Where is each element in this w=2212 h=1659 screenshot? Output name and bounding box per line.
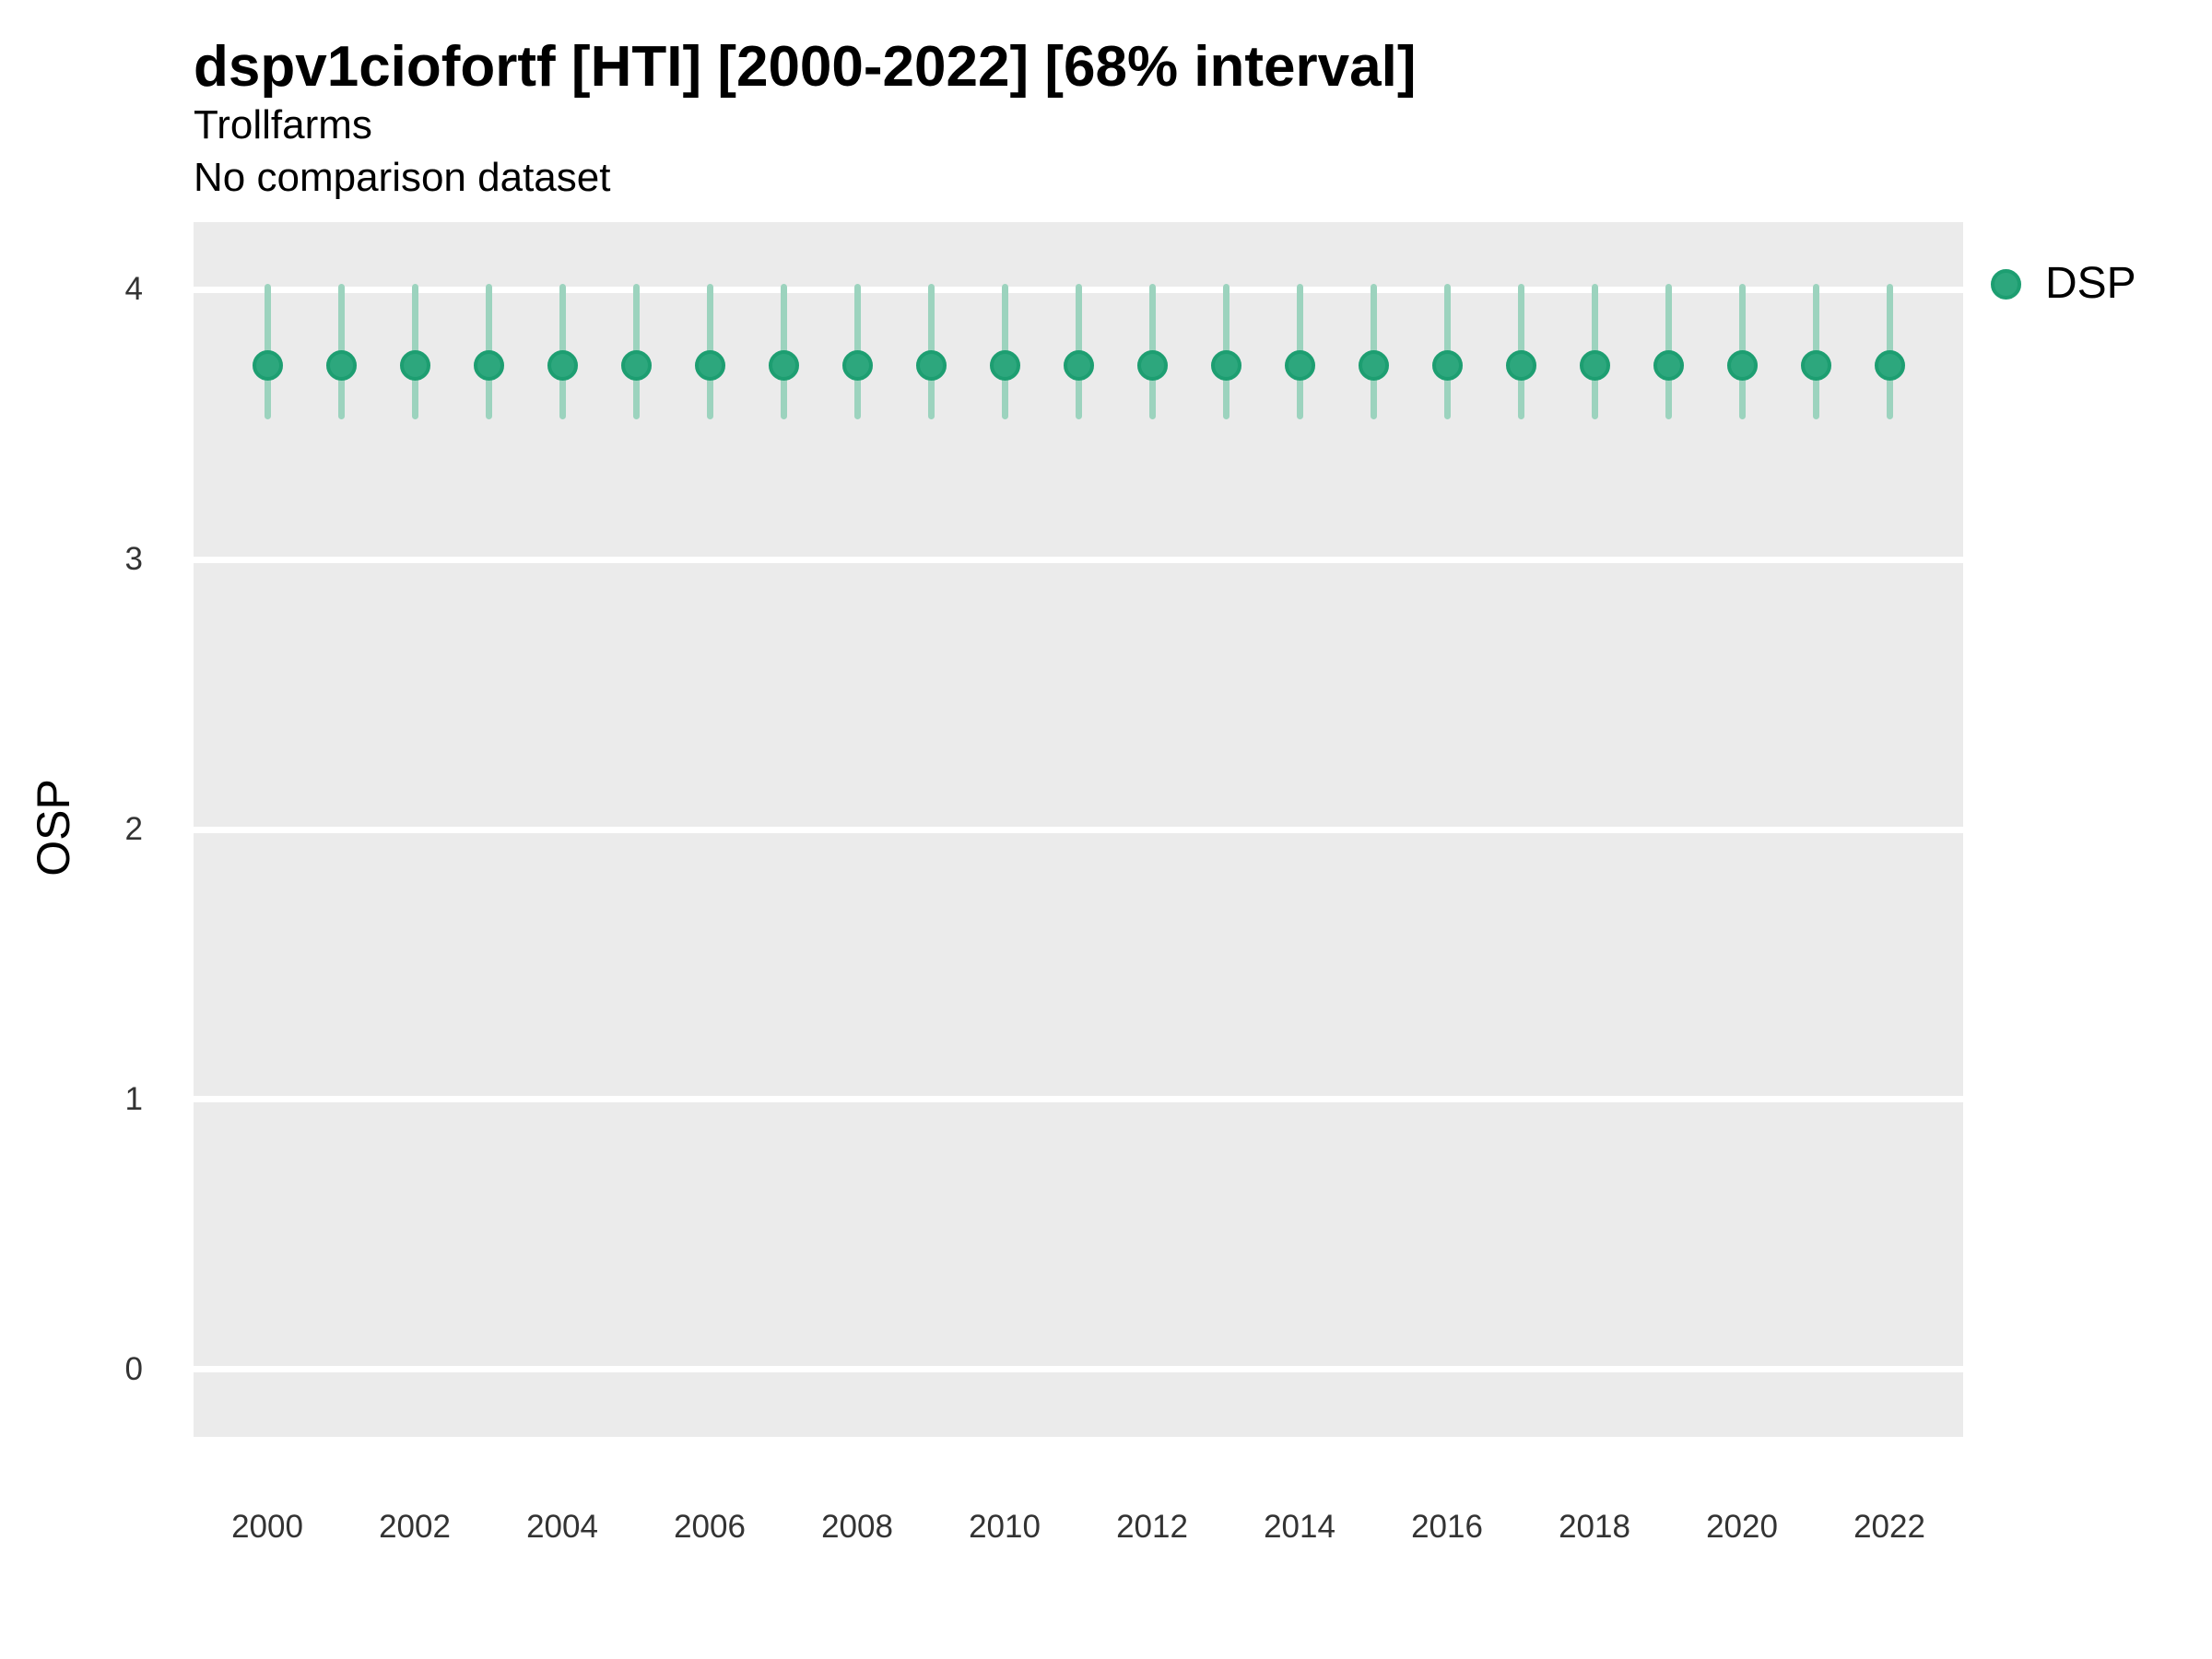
x-tick-label-2004: 2004 — [526, 1509, 598, 1545]
data-point-2020 — [1726, 349, 1758, 381]
data-point-2015 — [1358, 349, 1389, 381]
x-tick-label-2018: 2018 — [1559, 1509, 1630, 1545]
data-point-2017 — [1505, 349, 1536, 381]
data-point-2022 — [1874, 349, 1905, 381]
data-point-2002 — [399, 349, 430, 381]
chart-subtitle: Trollfarms — [194, 102, 372, 147]
gridline-y-0 — [194, 1366, 1963, 1373]
legend: DSP — [1991, 260, 2136, 308]
data-point-2000 — [252, 349, 283, 381]
data-point-2004 — [547, 349, 578, 381]
data-point-2006 — [694, 349, 725, 381]
data-point-2009 — [915, 349, 947, 381]
x-tick-label-2020: 2020 — [1706, 1509, 1778, 1545]
x-tick-label-2012: 2012 — [1116, 1509, 1188, 1545]
gridline-y-2 — [194, 826, 1963, 833]
comparison-note: No comparison dataset — [194, 155, 611, 200]
y-tick-label-1: 1 — [124, 1080, 143, 1117]
x-tick-label-2016: 2016 — [1411, 1509, 1483, 1545]
data-point-2003 — [473, 349, 504, 381]
legend-label: DSP — [2045, 259, 2136, 308]
x-tick-label-2008: 2008 — [821, 1509, 893, 1545]
y-tick-label-4: 4 — [124, 271, 143, 308]
data-point-2008 — [841, 349, 873, 381]
x-tick-label-2000: 2000 — [231, 1509, 303, 1545]
plot-panel — [194, 222, 1963, 1437]
data-point-2012 — [1136, 349, 1168, 381]
data-point-2005 — [620, 349, 652, 381]
chart-title: dspv1ciofortf [HTI] [2000-2022] [68% int… — [194, 35, 1417, 99]
gridline-y-1 — [194, 1096, 1963, 1103]
x-tick-label-2014: 2014 — [1264, 1509, 1335, 1545]
legend-item-dsp: DSP — [1991, 260, 2136, 308]
x-tick-label-2002: 2002 — [379, 1509, 451, 1545]
gridline-y-3 — [194, 556, 1963, 563]
data-point-2013 — [1210, 349, 1241, 381]
data-point-2010 — [989, 349, 1020, 381]
data-point-2019 — [1653, 349, 1684, 381]
data-point-2001 — [325, 349, 357, 381]
x-tick-label-2006: 2006 — [674, 1509, 746, 1545]
x-tick-label-2010: 2010 — [969, 1509, 1041, 1545]
y-tick-label-0: 0 — [124, 1350, 143, 1387]
data-point-2021 — [1800, 349, 1831, 381]
data-point-2014 — [1284, 349, 1315, 381]
data-point-2018 — [1579, 349, 1610, 381]
legend-point-swatch — [1991, 268, 2021, 300]
y-tick-label-2: 2 — [124, 811, 143, 847]
data-point-2016 — [1431, 349, 1463, 381]
y-tick-label-3: 3 — [124, 541, 143, 578]
x-tick-label-2022: 2022 — [1853, 1509, 1925, 1545]
data-point-2011 — [1063, 349, 1094, 381]
data-point-2007 — [768, 349, 799, 381]
